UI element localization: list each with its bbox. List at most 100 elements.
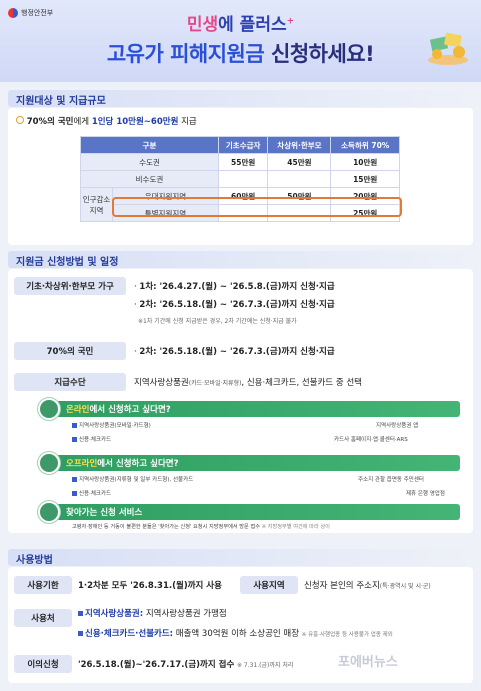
- usage-region-detail: (특·광역시 및 시·군): [379, 583, 431, 590]
- table-header: 소득하위 70%: [330, 136, 400, 154]
- payment-others: , 신용·체크카드, 선불카드 중 선택: [241, 378, 362, 388]
- offline-channel-1: 주소지 관할 읍면동 주민센터: [358, 477, 424, 483]
- offline-item-1-text: 지역사랑상품권(지류형 및 일부 카드형), 선불카드: [79, 477, 194, 483]
- government-emblem-icon: [8, 8, 18, 18]
- usage-place-1-desc: 지역사랑상품권 가맹점: [143, 609, 227, 619]
- usage-place-label: 사용처: [14, 609, 72, 627]
- table-cell: 15만원: [330, 170, 400, 188]
- bullet-icon: [72, 477, 77, 482]
- round-2-text: 2차: '26.5.18.(월) ~ '26.7.3.(금)까지 신청·지급: [139, 300, 335, 310]
- round-note: ※1차 기간에 신청 지급받은 경우, 2차 기간에는 신청·지급 불가: [138, 318, 297, 325]
- table-row: 특별지원지역 25만원: [81, 204, 400, 222]
- row-label: 우대지원지역: [112, 187, 219, 205]
- usage-region-main: 신청자 본인의 주소지: [304, 581, 380, 591]
- title-rest: 에 플러스: [218, 15, 287, 35]
- online-highlight: 온라인: [66, 405, 90, 415]
- visit-service-desc: 고령자·장애인 등 거동이 불편한 분들은 '찾아가는 신청' 요청시 지방정부…: [72, 524, 261, 530]
- bullet-icon: [72, 437, 77, 442]
- visit-service-note: ※ 지방정부별 여건에 따라 상이: [261, 524, 330, 530]
- group-low-income-label: 기초·차상위·한부모 가구: [14, 277, 126, 295]
- table-header: 기초수급자: [217, 136, 269, 154]
- bullet-icon: [72, 491, 77, 496]
- online-item-2: 신용·체크카드: [72, 435, 111, 443]
- check-icon: [16, 116, 24, 124]
- computer-icon: [38, 398, 60, 420]
- summary-amount: 1인당 10만원~60만원: [91, 117, 179, 127]
- payment-method-text: 지역사랑상품권(카드·모바일·지류형), 신용·체크카드, 선불카드 중 선택: [134, 376, 362, 388]
- ministry-logo: 행정안전부: [8, 8, 53, 18]
- offline-highlight: 오프라인: [66, 459, 98, 469]
- usage-region-text: 신청자 본인의 주소지(특·광역시 및 시·군): [304, 579, 431, 591]
- summary-connector: 에게: [73, 117, 92, 127]
- support-amount-table: 구분 기초수급자 차상위·한부모 소득하위 70% 수도권 55만원 45만원 …: [80, 136, 400, 222]
- objection-label: 이의신청: [14, 655, 72, 673]
- payment-method-label: 지급수단: [14, 373, 126, 391]
- usage-place-1-type: 지역사랑상품권:: [85, 609, 144, 619]
- section-title-eligibility: 지원대상 및 지급규모: [8, 90, 473, 107]
- offline-channel-2: 제휴 은행 영업점: [406, 491, 445, 497]
- table-header-row: 구분 기초수급자 차상위·한부모 소득하위 70%: [80, 136, 400, 154]
- building-icon: [38, 452, 60, 474]
- table-row: 비수도권 15만원: [80, 170, 400, 188]
- payment-voucher: 지역사랑상품권: [134, 378, 189, 388]
- title-line-1: 민생에 플러스+: [186, 15, 295, 35]
- online-item-2-text: 신용·체크카드: [79, 437, 112, 443]
- usage-period-label: 사용기한: [14, 576, 72, 594]
- title-main-rest: 신청하세요!: [264, 42, 375, 66]
- round-2-general-text: 2차: '26.5.18.(월) ~ '26.7.3.(금)까지 신청·지급: [139, 347, 335, 357]
- table-cell: [267, 170, 332, 188]
- bullet-icon: [72, 423, 77, 428]
- offline-item-2: 신용·체크카드: [72, 489, 111, 497]
- objection-text: '26.5.18.(월)~'26.7.17.(금)까지 접수 ※ 7.31.(금…: [78, 658, 293, 670]
- title-main-highlight: 고유가 피해지원금: [106, 42, 265, 66]
- table-row: 인구감소 지역 우대지원지역 60만원 50만원 20만원: [80, 187, 400, 222]
- table-cell: 45만원: [267, 153, 332, 171]
- schedule-round-2: · 2차: '26.5.18.(월) ~ '26.7.3.(금)까지 신청·지급: [134, 300, 335, 310]
- usage-place-2-desc: 매출액 30억원 이하 소상공인 매장: [173, 629, 300, 639]
- priority-region-highlight: [112, 197, 402, 217]
- schedule-round-2-general: · 2차: '26.5.18.(월) ~ '26.7.3.(금)까지 신청·지급: [134, 347, 335, 357]
- table-cell: 10만원: [330, 153, 400, 171]
- ministry-name: 행정안전부: [21, 9, 54, 17]
- table-cell: [217, 170, 269, 188]
- table-header: 구분: [80, 136, 219, 154]
- online-apply-bar: 온라인에서 신청하고 싶다면?: [56, 401, 460, 417]
- offline-apply-bar: 오프라인에서 신청하고 싶다면?: [56, 455, 460, 471]
- row-label: 수도권: [80, 153, 219, 171]
- usage-place-2-type: 신용·체크카드·선불카드:: [85, 629, 174, 639]
- row-group-label: 인구감소 지역: [80, 187, 113, 222]
- money-illustration-icon: [428, 32, 468, 65]
- usage-region-label: 사용지역: [240, 576, 298, 594]
- online-item-1: 지역사랑상품권(모바일·카드형): [72, 421, 151, 429]
- summary-target: 70%의 국민: [26, 117, 74, 127]
- round-1-text: 1차: '26.4.27.(월) ~ '26.5.8.(금)까지 신청·지급: [139, 282, 335, 292]
- usage-place-2: 신용·체크카드·선불카드: 매출액 30억원 이하 소상공인 매장 ※ 유흥·사…: [78, 627, 393, 639]
- usage-place-2-note: ※ 유흥·사행업종 등 사용불가 업종 제외: [301, 632, 393, 638]
- visit-service-bar: 찾아가는 신청 서비스: [56, 504, 460, 520]
- section-title-usage: 사용방법: [8, 549, 473, 566]
- offline-question: 에서 신청하고 싶다면?: [97, 459, 179, 469]
- usage-period-text: 1·2차분 모두 '26.8.31.(월)까지 사용: [78, 581, 222, 591]
- section-title-application: 지원금 신청방법 및 일정: [8, 251, 473, 268]
- online-item-1-text: 지역사랑상품권(모바일·카드형): [79, 423, 151, 429]
- table-cell: [267, 204, 332, 222]
- table-cell: 55만원: [217, 153, 269, 171]
- summary-suffix: 지급: [178, 117, 197, 127]
- objection-period: '26.5.18.(월)~'26.7.17.(금)까지 접수: [78, 660, 235, 670]
- payment-voucher-types: (카드·모바일·지류형): [188, 380, 242, 387]
- usage-place-1: 지역사랑상품권: 지역사랑상품권 가맹점: [78, 607, 227, 619]
- row-label: 특별지원지역: [112, 204, 219, 222]
- table-header: 차상위·한부모: [267, 136, 332, 154]
- online-channel-2: 카드사 홈페이지·앱·콜센터·ARS: [334, 437, 408, 443]
- watermark-logo: 포에버뉴스: [338, 655, 398, 670]
- schedule-round-1: · 1차: '26.4.27.(월) ~ '26.5.8.(금)까지 신청·지급: [134, 282, 335, 292]
- objection-note: ※ 7.31.(금)까지 처리: [236, 662, 294, 669]
- header-banner: [0, 0, 481, 82]
- table-cell: [217, 204, 269, 222]
- online-channel-1: 지역사랑상품권 앱: [376, 423, 419, 429]
- eligibility-summary: 70%의 국민에게 1인당 10만원~60만원 지급: [16, 115, 197, 127]
- visit-service-text: 고령자·장애인 등 거동이 불편한 분들은 '찾아가는 신청' 요청시 지방정부…: [72, 523, 330, 530]
- bullet-icon: [78, 631, 83, 636]
- offline-item-1: 지역사랑상품권(지류형 및 일부 카드형), 선불카드: [72, 475, 193, 483]
- title-highlight: 민생: [186, 15, 219, 35]
